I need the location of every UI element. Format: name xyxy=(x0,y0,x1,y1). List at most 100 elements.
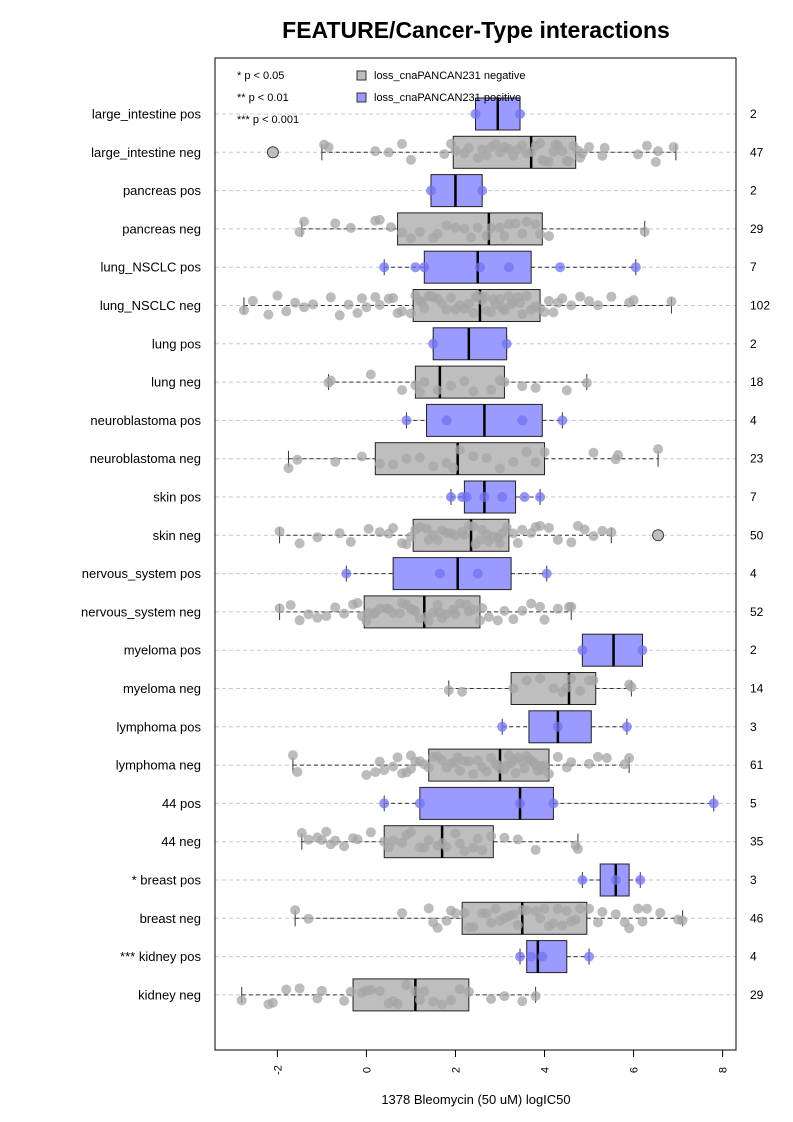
data-point xyxy=(299,302,310,313)
sample-count: 52 xyxy=(750,605,764,619)
sample-count: 7 xyxy=(750,490,757,504)
data-point xyxy=(379,765,390,776)
data-point xyxy=(441,415,452,426)
data-point xyxy=(472,152,483,163)
category-label: lung neg xyxy=(151,375,201,390)
data-point xyxy=(428,461,439,472)
data-point xyxy=(397,138,408,149)
data-point xyxy=(463,756,474,767)
data-point xyxy=(472,222,483,233)
data-point xyxy=(481,908,492,919)
data-point xyxy=(581,378,592,389)
data-point xyxy=(468,521,479,532)
data-point xyxy=(481,766,492,777)
data-point xyxy=(517,996,528,1007)
data-point xyxy=(517,524,528,535)
data-point xyxy=(356,293,367,304)
data-point xyxy=(401,830,412,841)
data-point xyxy=(530,991,541,1002)
chart-title: FEATURE/Cancer-Type interactions xyxy=(282,17,670,43)
data-point xyxy=(401,979,412,990)
category-label: large_intestine pos xyxy=(92,107,202,122)
x-axis-label: 1378 Bleomycin (50 uM) logIC50 xyxy=(381,1092,570,1107)
data-point xyxy=(519,763,530,774)
data-point xyxy=(470,109,481,119)
legend-swatch xyxy=(356,92,367,103)
data-point xyxy=(541,568,552,579)
data-point xyxy=(428,752,439,763)
data-point xyxy=(552,721,563,732)
data-point xyxy=(446,905,457,916)
sample-count: 3 xyxy=(750,720,757,734)
data-point xyxy=(653,444,664,455)
category-labels: large_intestine pos large_intestine neg pa… xyxy=(81,107,201,1003)
data-point xyxy=(405,154,416,165)
data-point xyxy=(477,524,488,535)
data-point xyxy=(425,291,436,302)
data-point xyxy=(468,842,479,853)
data-point xyxy=(397,227,408,238)
data-point xyxy=(432,228,443,239)
data-point xyxy=(419,986,430,997)
data-point xyxy=(363,607,374,618)
data-point xyxy=(361,616,372,627)
data-point xyxy=(365,369,376,380)
data-point xyxy=(370,767,381,778)
data-point xyxy=(666,296,677,307)
sample-count: 47 xyxy=(750,145,764,159)
data-point xyxy=(508,909,519,920)
data-point xyxy=(512,920,523,931)
data-point xyxy=(584,951,595,962)
data-point xyxy=(588,531,599,542)
data-point xyxy=(312,612,323,623)
data-point xyxy=(708,798,719,809)
data-point xyxy=(446,138,457,149)
data-point xyxy=(405,763,416,774)
data-point xyxy=(584,758,595,769)
data-point xyxy=(446,492,457,502)
data-point xyxy=(428,338,439,349)
data-point xyxy=(635,875,646,885)
x-tick-label: 0 xyxy=(361,1067,373,1073)
sample-count: 3 xyxy=(750,873,757,887)
sample-count: 23 xyxy=(750,452,764,466)
data-point xyxy=(341,568,352,579)
data-point xyxy=(419,759,430,770)
sample-count: 2 xyxy=(750,337,757,351)
data-point xyxy=(263,309,274,320)
data-point xyxy=(588,675,599,686)
data-point xyxy=(535,229,546,240)
data-point xyxy=(374,214,385,225)
x-tick-label: 2 xyxy=(450,1067,462,1073)
data-point xyxy=(479,291,490,302)
data-point xyxy=(292,454,303,465)
data-point xyxy=(454,838,465,849)
data-point xyxy=(508,528,519,539)
data-point xyxy=(419,842,430,853)
data-point xyxy=(515,951,526,962)
data-point xyxy=(508,614,519,625)
data-point xyxy=(325,292,336,303)
data-point xyxy=(492,615,503,626)
category-label: 44 neg xyxy=(161,834,201,849)
data-point xyxy=(481,453,492,464)
data-point xyxy=(448,462,459,473)
data-point xyxy=(274,603,285,614)
data-point xyxy=(394,608,405,619)
data-point xyxy=(628,295,639,306)
data-point xyxy=(530,905,541,916)
data-point xyxy=(572,844,583,855)
legend-label: loss_cnaPANCAN231 negative xyxy=(374,70,525,82)
data-point xyxy=(441,220,452,231)
data-point xyxy=(401,415,412,426)
category-label: nervous_system pos xyxy=(82,566,202,581)
data-point xyxy=(548,683,559,694)
data-point xyxy=(374,458,385,469)
data-point xyxy=(597,525,608,536)
data-point xyxy=(321,826,332,837)
category-label: neuroblastoma neg xyxy=(90,451,201,466)
data-point xyxy=(479,492,490,502)
data-point xyxy=(626,682,637,693)
data-point xyxy=(503,262,514,273)
x-tick-label: 6 xyxy=(629,1067,641,1073)
